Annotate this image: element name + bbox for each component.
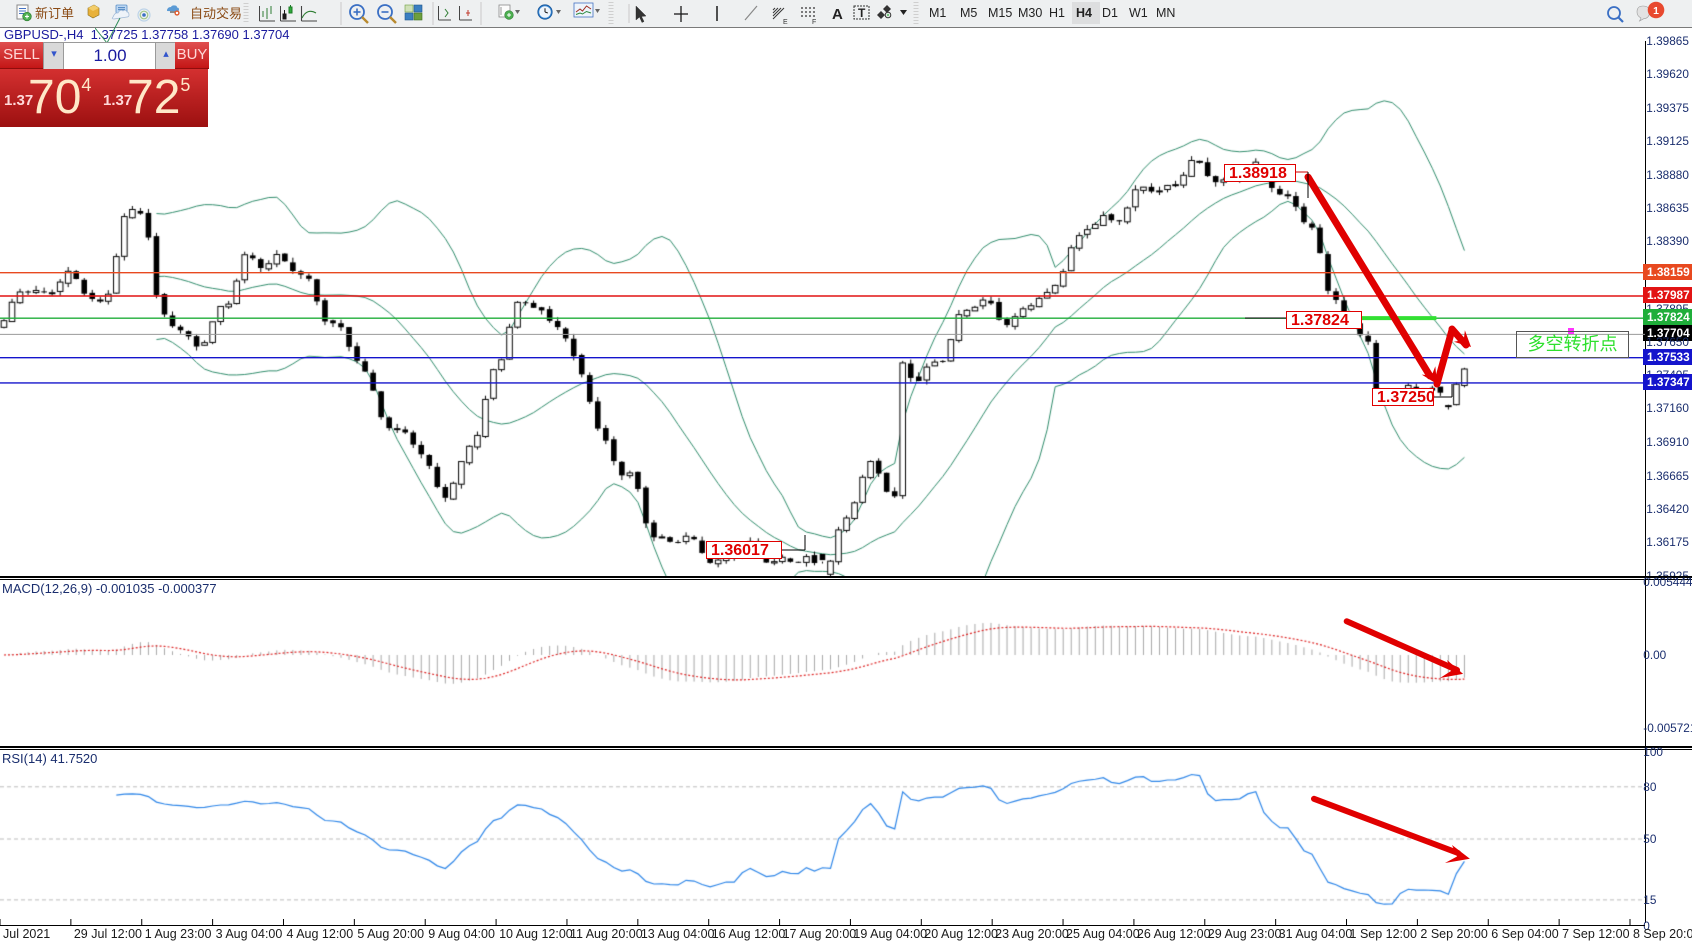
svg-text:自动交易: 自动交易	[190, 6, 242, 21]
svg-text:新订单: 新订单	[35, 6, 74, 21]
svg-text:1: 1	[1653, 5, 1659, 17]
svg-text:F: F	[812, 19, 816, 26]
svg-text:T: T	[858, 6, 866, 20]
svg-text:A: A	[832, 6, 843, 23]
svg-text:E: E	[783, 19, 788, 26]
